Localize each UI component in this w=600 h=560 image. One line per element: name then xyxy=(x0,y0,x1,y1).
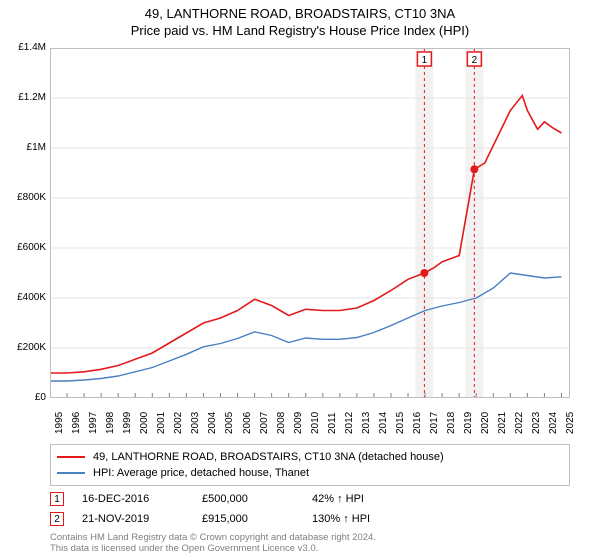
legend-label-hpi: HPI: Average price, detached house, Than… xyxy=(93,467,309,479)
sale-marker-2-num: 2 xyxy=(54,514,60,525)
sale-marker-1-num: 1 xyxy=(54,494,60,505)
footer-note: Contains HM Land Registry data © Crown c… xyxy=(50,532,376,555)
svg-text:2: 2 xyxy=(472,55,478,66)
footer-line-2: This data is licensed under the Open Gov… xyxy=(50,543,376,554)
sale-date-2: 21-NOV-2019 xyxy=(82,513,202,525)
sale-price-1: £500,000 xyxy=(202,493,312,505)
chart-svg: 12 xyxy=(50,48,570,398)
y-axis-labels: £0£200K£400K£600K£800K£1M£1.2M£1.4M xyxy=(0,48,46,398)
sale-marker-1: 1 xyxy=(50,492,64,506)
sale-marker-2: 2 xyxy=(50,512,64,526)
svg-text:1: 1 xyxy=(422,55,428,66)
legend-label-property: 49, LANTHORNE ROAD, BROADSTAIRS, CT10 3N… xyxy=(93,451,444,463)
sale-rows: 1 16-DEC-2016 £500,000 42% ↑ HPI 2 21-NO… xyxy=(50,490,570,530)
legend-swatch-hpi xyxy=(57,472,85,474)
legend-box: 49, LANTHORNE ROAD, BROADSTAIRS, CT10 3N… xyxy=(50,444,570,486)
sale-date-1: 16-DEC-2016 xyxy=(82,493,202,505)
legend-swatch-property xyxy=(57,456,85,458)
title-sub: Price paid vs. HM Land Registry's House … xyxy=(0,23,600,38)
sale-row-1: 1 16-DEC-2016 £500,000 42% ↑ HPI xyxy=(50,490,570,508)
sale-row-2: 2 21-NOV-2019 £915,000 130% ↑ HPI xyxy=(50,510,570,528)
sale-pct-2: 130% ↑ HPI xyxy=(312,513,462,525)
legend-row-hpi: HPI: Average price, detached house, Than… xyxy=(57,465,563,481)
chart-plot-area: 12 xyxy=(50,48,570,398)
title-main: 49, LANTHORNE ROAD, BROADSTAIRS, CT10 3N… xyxy=(0,6,600,21)
title-block: 49, LANTHORNE ROAD, BROADSTAIRS, CT10 3N… xyxy=(0,0,600,38)
chart-container: 49, LANTHORNE ROAD, BROADSTAIRS, CT10 3N… xyxy=(0,0,600,560)
footer-line-1: Contains HM Land Registry data © Crown c… xyxy=(50,532,376,543)
sale-pct-1: 42% ↑ HPI xyxy=(312,493,462,505)
x-axis-labels: 1995199619971998199920002001200220032004… xyxy=(50,402,570,442)
legend-row-property: 49, LANTHORNE ROAD, BROADSTAIRS, CT10 3N… xyxy=(57,449,563,465)
sale-price-2: £915,000 xyxy=(202,513,312,525)
